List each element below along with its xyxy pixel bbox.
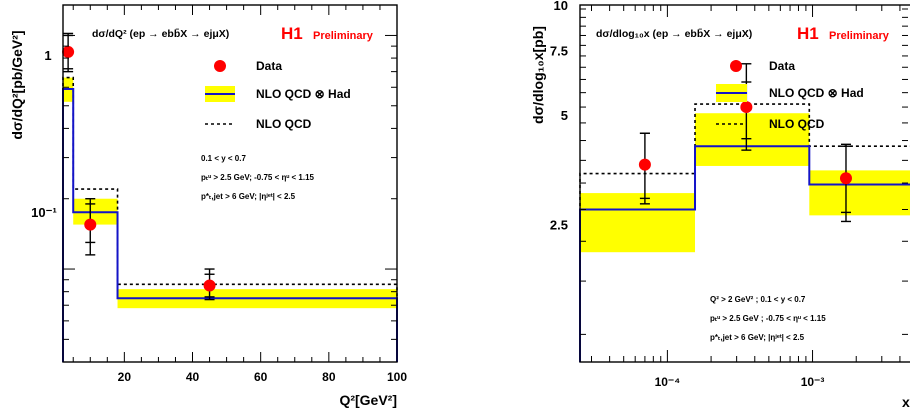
left-brand: H1 (281, 24, 303, 43)
left-xlabel: Q²[GeV²] (339, 392, 397, 408)
band-bin-2 (809, 170, 910, 216)
data-point-1 (740, 101, 753, 114)
left-ytick-label: 1 (44, 48, 51, 63)
band-bin-1 (695, 113, 810, 166)
left-xtick-label: 100 (387, 370, 407, 384)
right-legend-nlo: NLO QCD (769, 117, 825, 131)
left-xtick-label: 20 (118, 370, 132, 384)
right-legend-data: Data (769, 59, 795, 73)
right-ytick-label: 10 (554, 0, 568, 13)
right-ytick-label: 5 (561, 108, 568, 123)
right-ytick-label: 7.5 (550, 44, 568, 59)
right-ylabel: dσ/dlog₁₀x[pb] (530, 26, 546, 124)
right-legend-nlohad: NLO QCD ⊗ Had (769, 86, 864, 100)
band-bin-0 (580, 193, 696, 253)
right-brand-sub: Preliminary (829, 30, 890, 42)
nlo-qcd-line (62, 76, 398, 362)
left-legend-data-marker (214, 60, 226, 72)
right-legend-data-marker (730, 60, 742, 72)
nlo-qcd-had-line (579, 145, 910, 362)
left-chart: 20 40 60 80 100 1 10⁻¹ dσ/dQ² (ep → ebb̄X → ej… (9, 4, 407, 408)
left-title: dσ/dQ² (ep → ebb̄X → ejμX) (92, 28, 229, 40)
left-ytick-label: 10⁻¹ (31, 205, 57, 220)
left-xtick-label: 40 (186, 370, 200, 384)
right-cut-2: pₜᵘ > 2.5 GeV ; -0.75 < ηᵘ < 1.15 (710, 314, 826, 323)
left-cut-3: p*ₜ,jet > 6 GeV; |ηʲᵉᵗ| < 2.5 (201, 192, 296, 201)
data-point-1 (84, 218, 97, 231)
left-brand-sub: Preliminary (313, 30, 374, 42)
left-plot-frame (62, 4, 398, 363)
left-legend-nlohad: NLO QCD ⊗ Had (256, 87, 351, 101)
left-cut-1: 0.1 < y < 0.7 (201, 154, 246, 163)
data-point-2 (203, 279, 216, 292)
right-ytick-label: 2.5 (550, 218, 568, 233)
left-cut-2: pₜᵘ > 2.5 GeV; -0.75 < ηᵘ < 1.15 (201, 173, 315, 182)
right-title: dσ/dlog₁₀x (ep → ebb̄X → ejμX) (596, 28, 752, 40)
left-legend-nlo: NLO QCD (256, 117, 312, 131)
nlo-qcd-had-line (62, 87, 398, 362)
right-chart: 10⁻⁴ 10⁻³ 2.5 5 7.5 10 dσ/dlog₁₀x (ep → ebb̄X… (530, 0, 910, 410)
left-xtick-label: 80 (322, 370, 336, 384)
data-point-0 (62, 45, 75, 58)
left-xtick-label: 60 (254, 370, 268, 384)
left-legend-data: Data (256, 59, 282, 73)
right-xtick-label: 10⁻⁴ (655, 375, 681, 389)
left-ylabel: dσ/dQ²[pb/GeV²] (9, 30, 25, 139)
right-cut-3: p*ₜ,jet > 6 GeV; |ηʲᵉᵗ| < 2.5 (710, 333, 805, 342)
right-xtick-label: 10⁻³ (801, 375, 825, 389)
right-brand: H1 (797, 24, 819, 43)
data-point-2 (839, 172, 852, 185)
right-xlabel: x (902, 394, 910, 410)
data-point-0 (638, 158, 651, 171)
right-cut-1: Q² > 2 GeV² ; 0.1 < y < 0.7 (710, 295, 806, 304)
